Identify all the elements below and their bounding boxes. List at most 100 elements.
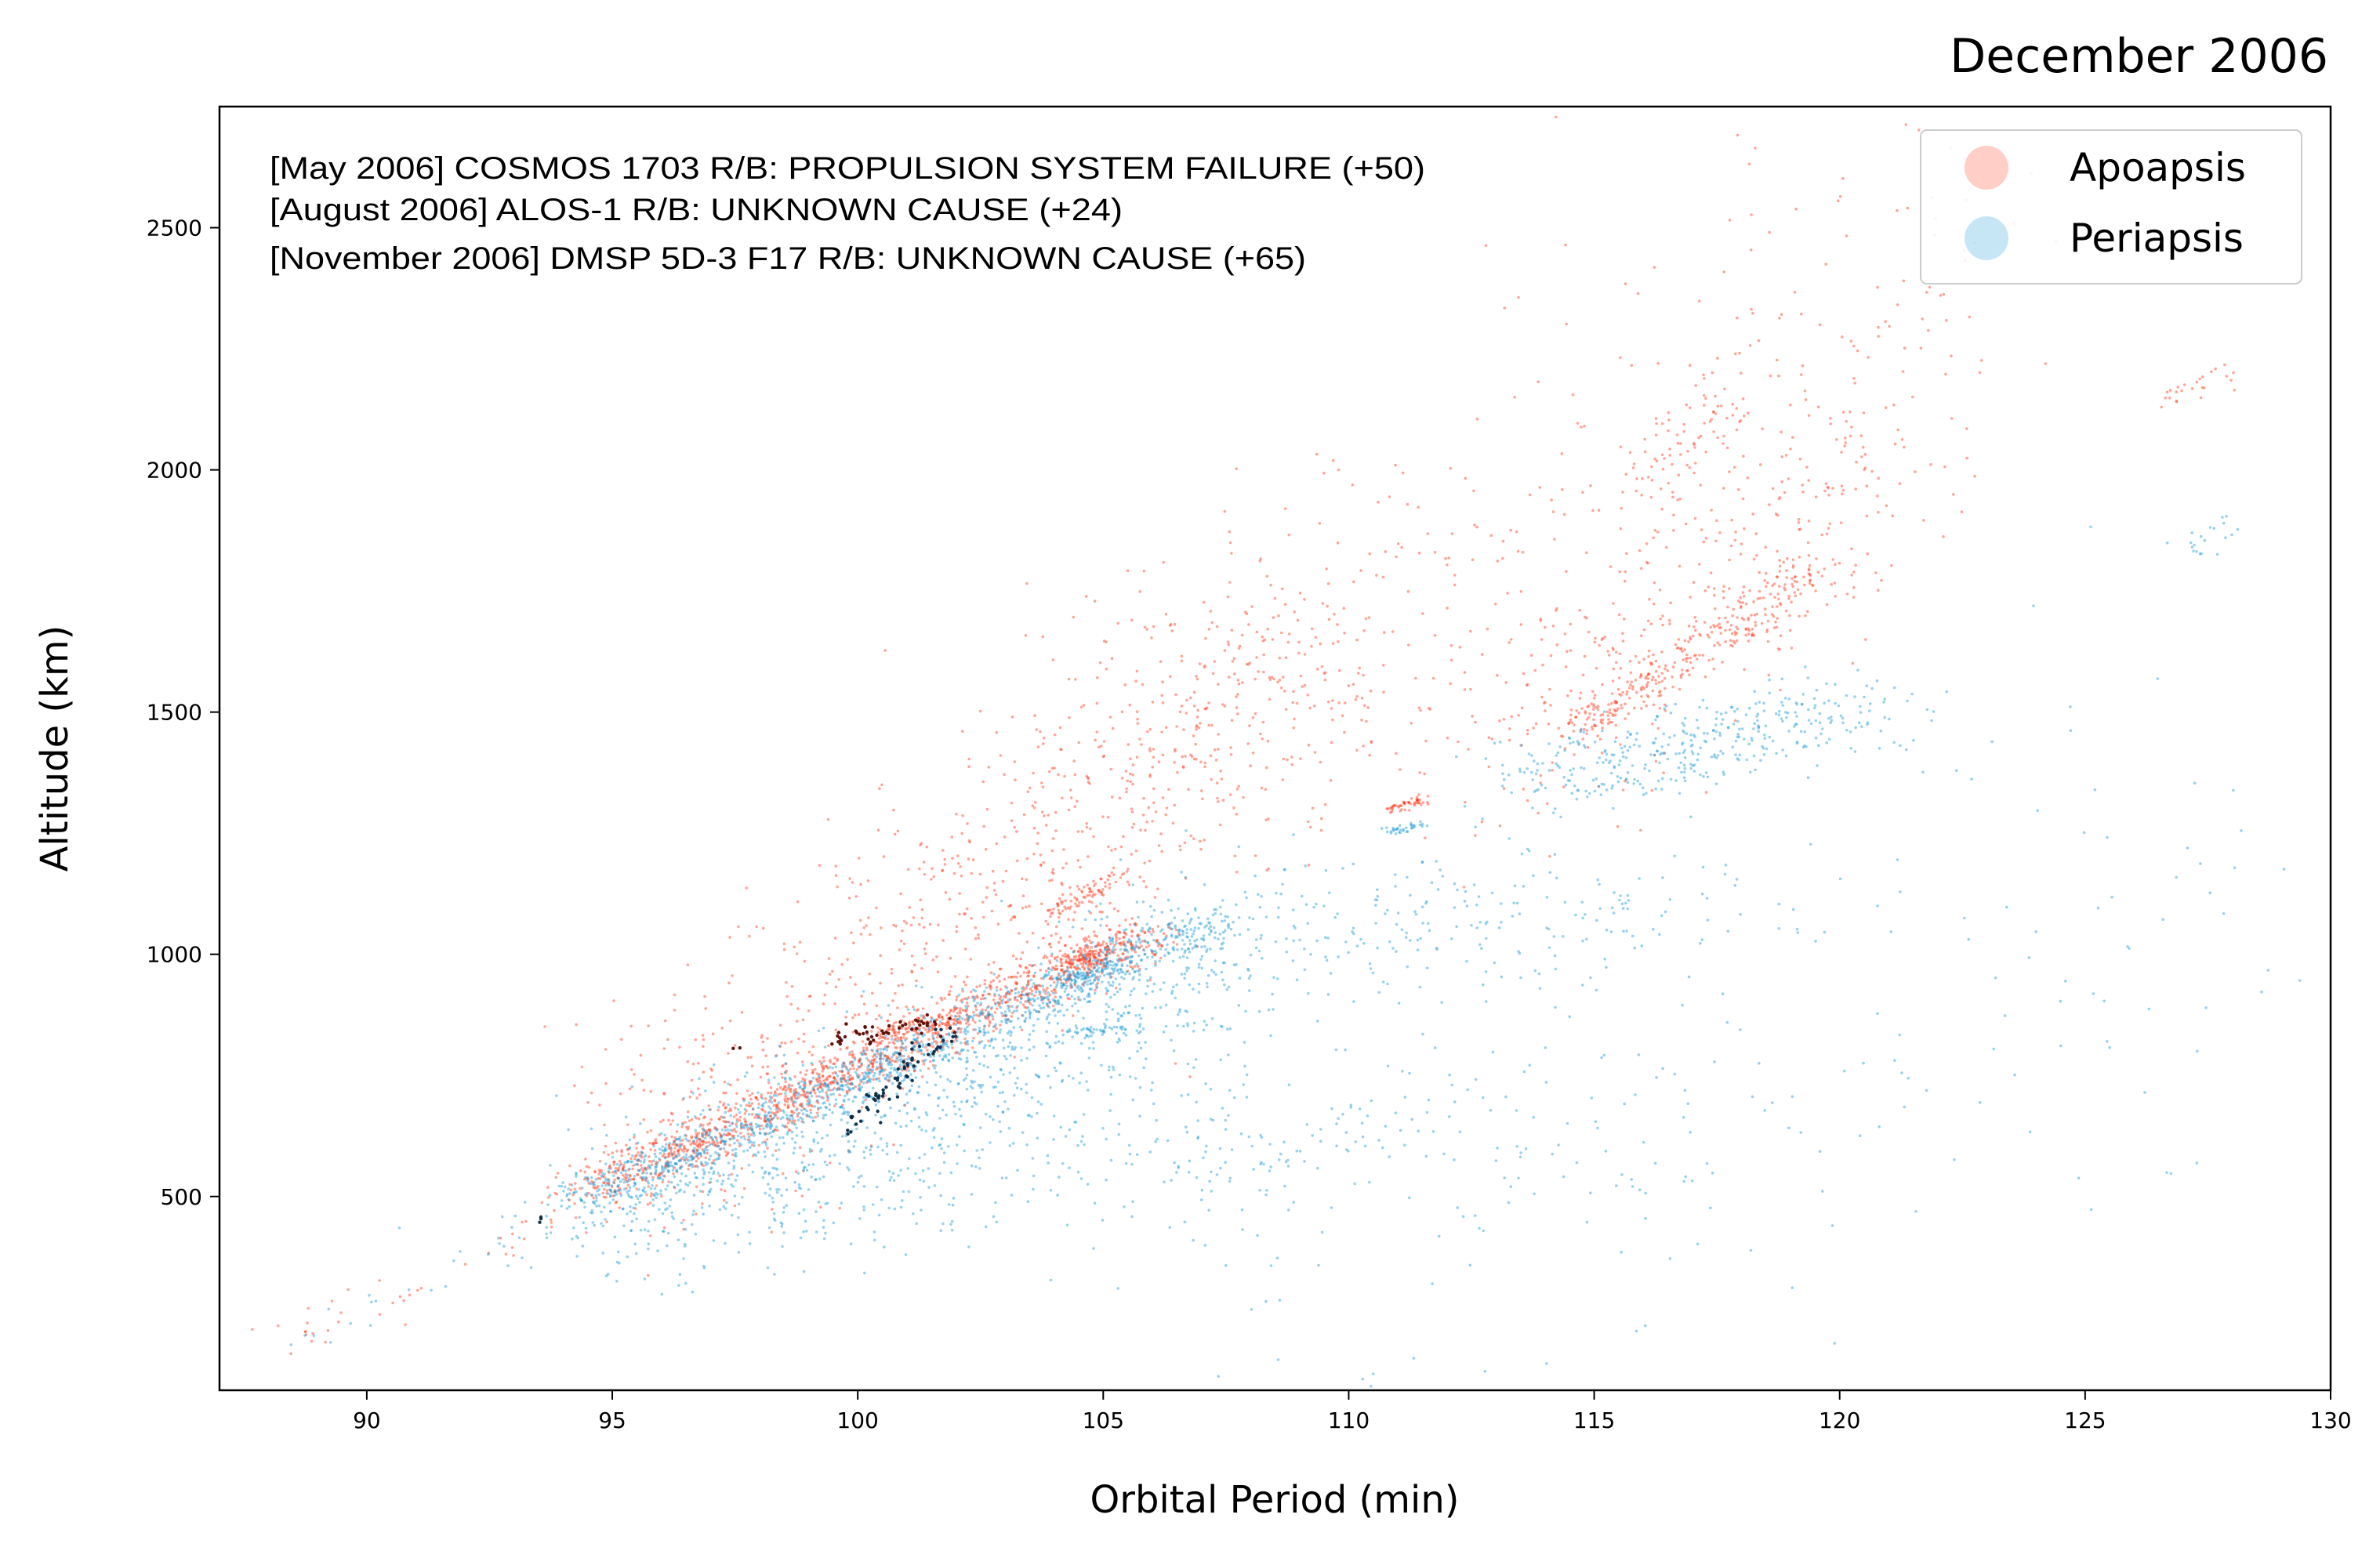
apoapsis-point	[969, 958, 973, 961]
apoapsis-point	[1540, 695, 1544, 699]
periapsis-point	[1050, 952, 1054, 955]
apoapsis-point	[891, 1024, 894, 1027]
periapsis-point	[664, 1187, 668, 1191]
apoapsis-point	[963, 1041, 967, 1045]
apoapsis-point	[546, 1186, 550, 1189]
apoapsis-point	[952, 1006, 956, 1010]
apoapsis-point	[1050, 766, 1054, 770]
apoapsis-point	[1697, 436, 1700, 440]
apoapsis-point	[707, 1104, 711, 1107]
apoapsis-point	[920, 1040, 923, 1043]
periapsis-point	[878, 1070, 882, 1074]
periapsis-point	[747, 1164, 751, 1167]
apoapsis-point	[812, 1089, 816, 1092]
apoapsis-point	[910, 955, 914, 958]
periapsis-point	[1097, 970, 1101, 974]
apoapsis-point	[899, 940, 903, 943]
periapsis-point	[1187, 947, 1190, 951]
apoapsis-point	[871, 1062, 875, 1066]
apoapsis-point	[1600, 751, 1604, 755]
apoapsis-point	[1574, 716, 1577, 719]
apoapsis-point	[1638, 549, 1642, 552]
apoapsis-point	[1360, 697, 1364, 700]
periapsis-point	[882, 1069, 885, 1073]
apoapsis-point	[1642, 658, 1645, 661]
apoapsis-point	[1778, 317, 1781, 320]
apoapsis-point	[574, 1216, 578, 1219]
apoapsis-point	[586, 1101, 590, 1104]
apoapsis-point	[1929, 462, 1932, 466]
apoapsis-point	[1551, 510, 1555, 513]
apoapsis-point	[724, 1120, 727, 1124]
apoapsis-point	[1057, 940, 1061, 944]
apoapsis-point	[1111, 951, 1115, 954]
apoapsis-point	[666, 1155, 669, 1158]
apoapsis-point	[947, 993, 950, 996]
apoapsis-point	[718, 1100, 722, 1103]
apoapsis-point	[1118, 796, 1122, 800]
apoapsis-point	[1654, 682, 1658, 685]
apoapsis-point	[1614, 650, 1618, 654]
points-layer	[251, 115, 2302, 1388]
apoapsis-point	[633, 1154, 637, 1158]
apoapsis-point	[939, 996, 943, 1000]
apoapsis-point	[1592, 697, 1596, 700]
apoapsis-point	[1370, 741, 1373, 745]
apoapsis-point	[1206, 706, 1209, 709]
apoapsis-point	[1072, 918, 1076, 922]
periapsis-point	[886, 1074, 889, 1078]
periapsis-point	[604, 1162, 608, 1165]
periapsis-point	[811, 1119, 815, 1123]
apoapsis-point	[1010, 1015, 1014, 1018]
apoapsis-point	[1402, 801, 1406, 805]
periapsis-point	[1049, 1086, 1052, 1089]
apoapsis-point	[1742, 585, 1746, 589]
apoapsis-point	[1522, 788, 1526, 791]
apoapsis-point	[1481, 653, 1484, 656]
periapsis-point	[806, 1090, 809, 1094]
apoapsis-point	[715, 1136, 718, 1139]
periapsis-point	[866, 1066, 869, 1069]
apoapsis-point	[1021, 990, 1024, 994]
periapsis-point	[1037, 1010, 1041, 1013]
apoapsis-point	[670, 1112, 674, 1116]
periapsis-point	[976, 1002, 979, 1005]
apoapsis-point	[590, 1179, 593, 1183]
apoapsis-point	[670, 1135, 673, 1139]
periapsis-point	[1116, 990, 1119, 994]
apoapsis-point	[1446, 736, 1449, 740]
periapsis-point	[1135, 962, 1139, 966]
apoapsis-point	[1498, 824, 1502, 828]
apoapsis-point	[1013, 1056, 1016, 1059]
apoapsis-point	[640, 1164, 643, 1167]
apoapsis-point	[822, 1067, 825, 1071]
apoapsis-point	[640, 1178, 644, 1181]
periapsis-point	[1139, 958, 1143, 962]
apoapsis-point	[861, 1071, 864, 1075]
apoapsis-point	[1086, 973, 1090, 976]
periapsis-point	[1200, 945, 1203, 948]
apoapsis-point	[765, 1138, 769, 1141]
apoapsis-point	[1067, 918, 1070, 921]
apoapsis-point	[1623, 618, 1626, 621]
apoapsis-point	[1060, 902, 1064, 905]
apoapsis-point	[1120, 959, 1123, 962]
apoapsis-point	[605, 1220, 608, 1223]
apoapsis-point	[1111, 726, 1115, 730]
apoapsis-point	[735, 1118, 739, 1121]
apoapsis-point	[1105, 942, 1108, 945]
apoapsis-point	[703, 994, 706, 998]
apoapsis-point	[848, 1078, 851, 1081]
apoapsis-point	[1806, 610, 1809, 614]
apoapsis-point	[1789, 447, 1792, 451]
apoapsis-point	[1692, 441, 1696, 445]
apoapsis-point	[688, 1139, 691, 1143]
apoapsis-point	[1174, 928, 1178, 932]
apoapsis-point	[964, 1042, 968, 1046]
periapsis-point	[703, 1147, 707, 1151]
periapsis-point	[1131, 977, 1134, 981]
apoapsis-point	[1363, 704, 1366, 708]
apoapsis-point	[1694, 654, 1697, 657]
apoapsis-point	[1039, 902, 1043, 906]
apoapsis-point	[927, 1027, 931, 1031]
